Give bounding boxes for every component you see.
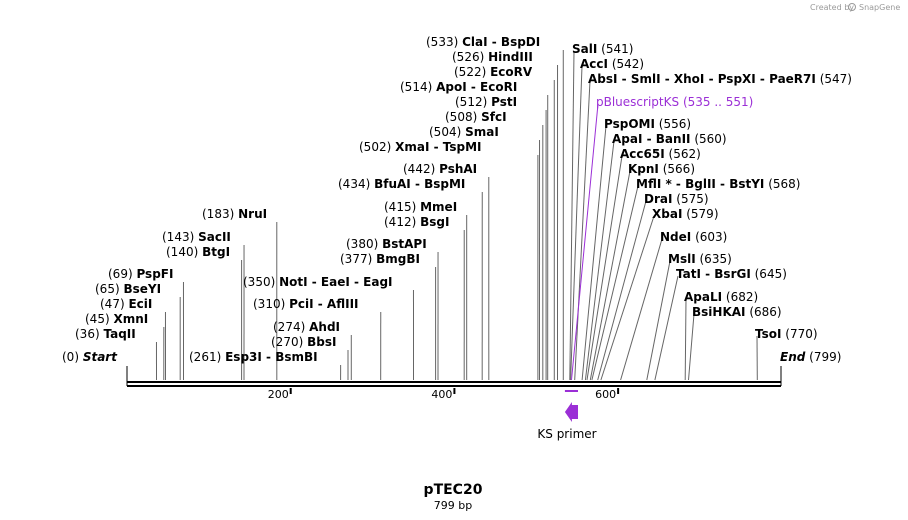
leader-line-apai-banii <box>584 140 615 381</box>
leader-line-tati-bsrgi <box>654 275 679 381</box>
site-label-noti-eaei-eagi[interactable]: (350) NotI - EaeI - EagI <box>243 275 393 289</box>
site-label-bsihkai[interactable]: BsiHKAI (686) <box>692 305 782 319</box>
site-label-ecii[interactable]: (47) EciI <box>100 297 152 311</box>
site-label-kpni[interactable]: KpnI (566) <box>628 162 695 176</box>
site-label-mfli-bglii-bstyi[interactable]: MflI * - BglII - BstYI (568) <box>636 177 801 191</box>
site-label-pspomi[interactable]: PspOMI (556) <box>604 117 691 131</box>
site-leader-lines <box>155 49 758 381</box>
leader-line-xbai <box>600 215 655 381</box>
site-label-taqii[interactable]: (36) TaqII <box>75 327 136 341</box>
site-label-btgi[interactable]: (140) BtgI <box>166 245 230 259</box>
site-label-sfci[interactable]: (508) SfcI <box>445 110 507 124</box>
snapgene-credit: Created by SnapGene <box>810 3 900 12</box>
site-label-acci[interactable]: AccI (542) <box>580 57 644 71</box>
leader-line-bsihkai <box>688 313 695 381</box>
site-label-end[interactable]: End (799) <box>780 350 841 364</box>
site-label-pcii-afliii[interactable]: (310) PciI - AflIII <box>253 297 359 311</box>
site-label-mmei[interactable]: (415) MmeI <box>384 200 457 214</box>
site-label-sacii[interactable]: (143) SacII <box>162 230 231 244</box>
site-labels: (0) Start (36) TaqII(45) XmnI(47) EciI(65… <box>62 35 852 364</box>
site-label-drai[interactable]: DraI (575) <box>644 192 709 206</box>
leader-line-acc65i <box>586 155 623 381</box>
site-label-psti[interactable]: (512) PstI <box>455 95 517 109</box>
site-label-clai-bspdi[interactable]: (533) ClaI - BspDI <box>426 35 540 49</box>
site-label-xbai[interactable]: XbaI (579) <box>652 207 719 221</box>
site-label-tsoi[interactable]: TsoI (770) <box>755 327 818 341</box>
tick-label-200: 200 <box>268 388 289 401</box>
site-label-ahdi[interactable]: (274) AhdI <box>273 320 340 334</box>
site-label-pshai[interactable]: (442) PshAI <box>403 162 477 176</box>
site-label-bbsi[interactable]: (270) BbsI <box>271 335 336 349</box>
site-label-xmni[interactable]: (45) XmnI <box>85 312 148 326</box>
snapgene-logo-icon <box>848 3 856 11</box>
leader-line-sali <box>569 50 575 381</box>
leader-line-pbluescriptks <box>571 103 599 381</box>
site-label-smai[interactable]: (504) SmaI <box>429 125 499 139</box>
site-label-tati-bsrgi[interactable]: TatI - BsrGI (645) <box>676 267 787 281</box>
credit-brand: SnapGene <box>859 3 900 12</box>
leader-line-acci <box>570 65 583 381</box>
leader-line-ndei <box>620 238 663 381</box>
site-label-sali[interactable]: SalI (541) <box>572 42 633 56</box>
leader-line-msli <box>646 260 671 381</box>
site-label-bfuai-bspmi[interactable]: (434) BfuAI - BspMI <box>338 177 465 191</box>
leader-line-mfli-bglii-bstyi <box>591 185 639 381</box>
primer-label[interactable]: KS primer <box>537 427 596 441</box>
site-label-start[interactable]: (0) Start <box>62 350 118 364</box>
site-label-esp3i-bsmbi[interactable]: (261) Esp3I - BsmBI <box>189 350 318 364</box>
site-label-pbluescriptks[interactable]: pBluescriptKS (535 .. 551) <box>596 95 753 109</box>
site-label-msli[interactable]: MslI (635) <box>668 252 732 266</box>
site-label-absi-smli-xhoi-pspxi-paer7i[interactable]: AbsI - SmlI - XhoI - PspXI - PaeR7I (547… <box>588 72 852 86</box>
site-label-nrui[interactable]: (183) NruI <box>202 207 267 221</box>
ruler-ticks: 200 400 600 <box>268 388 620 401</box>
site-label-apoi-ecori[interactable]: (514) ApoI - EcoRI <box>400 80 517 94</box>
site-label-acc65i[interactable]: Acc65I (562) <box>620 147 701 161</box>
site-label-hindiii[interactable]: (526) HindIII <box>452 50 533 64</box>
ks-primer[interactable]: KS primer <box>537 390 597 441</box>
site-label-bseyi[interactable]: (65) BseYI <box>95 282 161 296</box>
leader-line-absi-smli-xhoi-pspxi-paer7i <box>574 80 591 381</box>
credit-text: Created by <box>810 3 854 12</box>
tick-label-400: 400 <box>431 388 452 401</box>
site-label-apali[interactable]: ApaLI (682) <box>684 290 758 304</box>
leader-line-kpni <box>589 170 631 381</box>
site-label-pspfi[interactable]: (69) PspFI <box>108 267 173 281</box>
leader-line-drai <box>597 200 647 381</box>
site-label-bstapi[interactable]: (380) BstAPI <box>346 237 427 251</box>
leader-line-pspomi <box>581 125 607 381</box>
site-label-apai-banii[interactable]: ApaI - BanII (560) <box>612 132 727 146</box>
site-label-ecorv[interactable]: (522) EcoRV <box>454 65 533 79</box>
leader-line-apali <box>684 298 687 381</box>
site-label-xmai-tspmi[interactable]: (502) XmaI - TspMI <box>359 140 482 154</box>
site-label-ndei[interactable]: NdeI (603) <box>660 230 727 244</box>
dna-backbone[interactable] <box>126 366 782 387</box>
tick-label-600: 600 <box>595 388 616 401</box>
plasmid-length: 799 bp <box>434 499 472 512</box>
plasmid-name: pTEC20 <box>424 482 483 498</box>
site-label-bsgi[interactable]: (412) BsgI <box>384 215 449 229</box>
site-label-bmgbi[interactable]: (377) BmgBI <box>340 252 420 266</box>
primer-arrow-icon[interactable] <box>564 402 579 422</box>
